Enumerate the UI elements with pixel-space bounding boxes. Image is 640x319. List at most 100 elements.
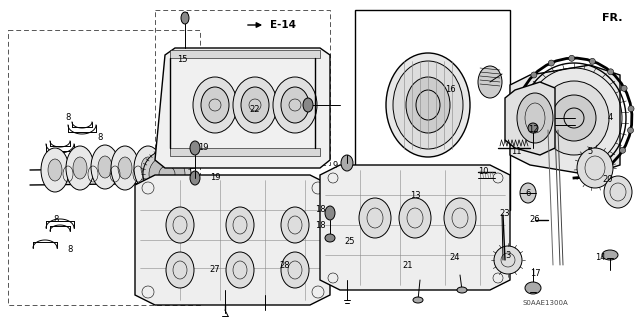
Text: 28: 28 (280, 261, 291, 270)
Ellipse shape (341, 155, 353, 171)
Text: 13: 13 (410, 190, 420, 199)
Ellipse shape (386, 53, 470, 157)
Ellipse shape (531, 72, 537, 78)
Text: 19: 19 (210, 174, 220, 182)
Text: 21: 21 (403, 261, 413, 270)
Text: 12: 12 (528, 125, 538, 135)
Ellipse shape (517, 93, 553, 143)
Ellipse shape (98, 156, 112, 178)
Ellipse shape (233, 77, 277, 133)
Ellipse shape (586, 173, 593, 179)
Text: 14: 14 (595, 254, 605, 263)
Ellipse shape (457, 287, 467, 293)
Ellipse shape (166, 252, 194, 288)
Text: 18: 18 (315, 205, 325, 214)
Ellipse shape (48, 159, 62, 181)
Text: 26: 26 (530, 216, 540, 225)
Ellipse shape (73, 157, 87, 179)
Text: 24: 24 (450, 254, 460, 263)
Ellipse shape (413, 297, 423, 303)
Polygon shape (320, 165, 510, 290)
Ellipse shape (607, 69, 614, 75)
Ellipse shape (399, 198, 431, 238)
Polygon shape (170, 148, 320, 156)
Polygon shape (510, 65, 620, 175)
Ellipse shape (193, 77, 237, 133)
Ellipse shape (66, 146, 94, 190)
Text: 17: 17 (530, 269, 540, 278)
Ellipse shape (143, 150, 191, 198)
Text: 15: 15 (177, 56, 188, 64)
Text: 18: 18 (315, 220, 325, 229)
Ellipse shape (519, 90, 525, 96)
Ellipse shape (273, 77, 317, 133)
Text: 23: 23 (500, 209, 510, 218)
Ellipse shape (166, 207, 194, 243)
Ellipse shape (141, 157, 155, 179)
Text: 20: 20 (603, 175, 613, 184)
Text: 3: 3 (506, 250, 511, 259)
Ellipse shape (520, 183, 536, 203)
Polygon shape (505, 82, 555, 155)
Text: 10: 10 (477, 167, 488, 176)
Ellipse shape (325, 206, 335, 220)
Text: 19: 19 (198, 144, 208, 152)
Ellipse shape (303, 98, 313, 112)
Text: 27: 27 (210, 265, 220, 275)
Ellipse shape (406, 77, 450, 133)
Text: 4: 4 (607, 114, 612, 122)
Ellipse shape (628, 127, 634, 133)
Text: FR.: FR. (602, 13, 623, 23)
Ellipse shape (552, 95, 596, 141)
Ellipse shape (444, 198, 476, 238)
Ellipse shape (602, 250, 618, 260)
Ellipse shape (281, 252, 309, 288)
Ellipse shape (134, 146, 162, 190)
Text: 6: 6 (525, 189, 531, 197)
Ellipse shape (393, 61, 463, 149)
Text: 8: 8 (65, 114, 70, 122)
Ellipse shape (241, 87, 269, 123)
Ellipse shape (118, 157, 132, 179)
Text: 8: 8 (97, 133, 102, 143)
Text: E-14: E-14 (270, 20, 296, 30)
Polygon shape (155, 48, 330, 168)
Ellipse shape (494, 246, 522, 274)
Ellipse shape (111, 146, 139, 190)
Text: 5: 5 (588, 147, 593, 157)
Ellipse shape (478, 66, 502, 98)
Ellipse shape (548, 60, 554, 66)
Ellipse shape (226, 207, 254, 243)
Ellipse shape (281, 207, 309, 243)
Text: 9: 9 (332, 160, 338, 169)
Ellipse shape (528, 123, 538, 133)
Ellipse shape (605, 163, 611, 169)
Ellipse shape (226, 252, 254, 288)
Ellipse shape (190, 171, 200, 185)
Polygon shape (135, 175, 330, 305)
Ellipse shape (577, 148, 613, 188)
Ellipse shape (181, 12, 189, 24)
Ellipse shape (539, 81, 609, 155)
Ellipse shape (91, 145, 119, 189)
Text: 16: 16 (445, 85, 455, 94)
Ellipse shape (525, 282, 541, 294)
Ellipse shape (569, 55, 575, 61)
Ellipse shape (41, 148, 69, 192)
Ellipse shape (149, 156, 185, 192)
Ellipse shape (621, 85, 627, 91)
Text: 8: 8 (67, 246, 73, 255)
Text: 8: 8 (53, 216, 59, 225)
Text: 25: 25 (345, 238, 355, 247)
Text: 22: 22 (250, 106, 260, 115)
Text: S0AAE1300A: S0AAE1300A (522, 300, 568, 306)
Ellipse shape (325, 234, 335, 242)
Ellipse shape (604, 176, 632, 208)
Ellipse shape (190, 141, 200, 155)
Ellipse shape (281, 87, 309, 123)
Polygon shape (170, 50, 320, 58)
Ellipse shape (589, 58, 595, 64)
Ellipse shape (620, 147, 626, 153)
Text: 11: 11 (511, 147, 521, 157)
Ellipse shape (628, 106, 634, 112)
